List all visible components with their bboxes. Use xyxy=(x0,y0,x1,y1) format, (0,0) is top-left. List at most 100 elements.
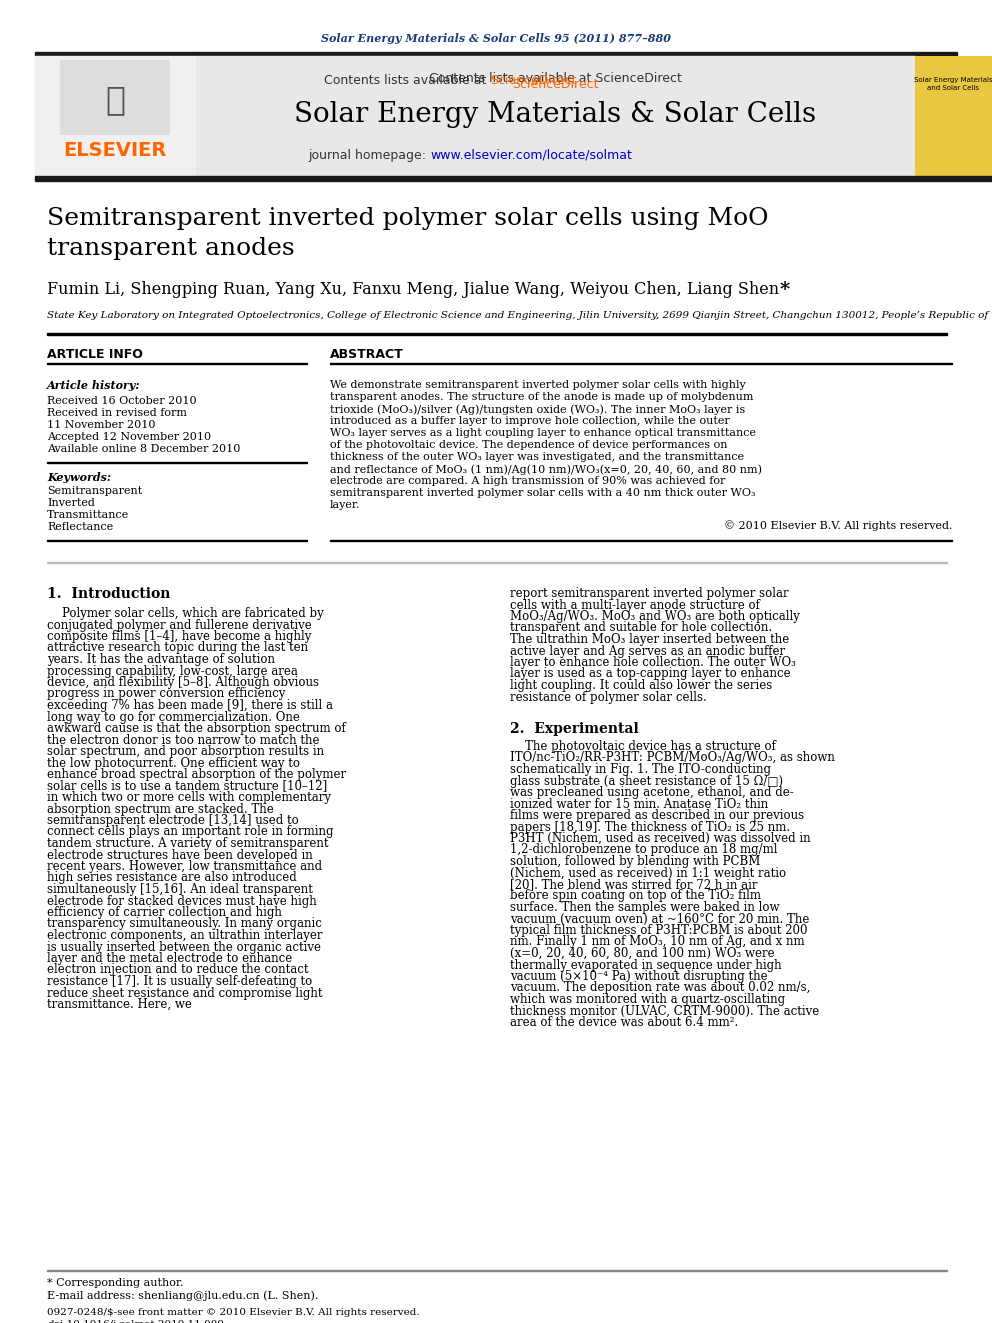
Text: Fumin Li, Shengping Ruan, Yang Xu, Fanxu Meng, Jialue Wang, Weiyou Chen, Liang S: Fumin Li, Shengping Ruan, Yang Xu, Fanxu… xyxy=(47,282,785,299)
Text: transparency simultaneously. In many organic: transparency simultaneously. In many org… xyxy=(47,917,321,930)
Text: in which two or more cells with complementary: in which two or more cells with compleme… xyxy=(47,791,331,804)
Text: We demonstrate semitransparent inverted polymer solar cells with highly: We demonstrate semitransparent inverted … xyxy=(330,380,746,390)
Text: resistance [17]. It is usually self-defeating to: resistance [17]. It is usually self-defe… xyxy=(47,975,312,988)
Text: Inverted: Inverted xyxy=(47,497,95,508)
Text: Polymer solar cells, which are fabricated by: Polymer solar cells, which are fabricate… xyxy=(47,607,323,620)
Text: Semitransparent: Semitransparent xyxy=(47,486,142,496)
Text: trioxide (MoO₃)/silver (Ag)/tungsten oxide (WO₃). The inner MoO₃ layer is: trioxide (MoO₃)/silver (Ag)/tungsten oxi… xyxy=(330,404,745,414)
Text: transparent anodes: transparent anodes xyxy=(47,237,295,259)
Text: exceeding 7% has been made [9], there is still a: exceeding 7% has been made [9], there is… xyxy=(47,699,333,712)
Text: schematically in Fig. 1. The ITO-conducting: schematically in Fig. 1. The ITO-conduct… xyxy=(510,763,771,777)
Text: The photovoltaic device has a structure of: The photovoltaic device has a structure … xyxy=(510,740,776,753)
Bar xyxy=(60,60,170,135)
Text: transparent anodes. The structure of the anode is made up of molybdenum: transparent anodes. The structure of the… xyxy=(330,392,754,402)
Text: © 2010 Elsevier B.V. All rights reserved.: © 2010 Elsevier B.V. All rights reserved… xyxy=(723,520,952,531)
Text: resistance of polymer solar cells.: resistance of polymer solar cells. xyxy=(510,691,706,704)
Text: solution, followed by blending with PCBM: solution, followed by blending with PCBM xyxy=(510,855,761,868)
Text: high series resistance are also introduced: high series resistance are also introduc… xyxy=(47,872,297,885)
Text: simultaneously [15,16]. An ideal transparent: simultaneously [15,16]. An ideal transpa… xyxy=(47,882,312,896)
Text: Contents lists available at: Contents lists available at xyxy=(323,74,490,86)
Text: layer.: layer. xyxy=(330,500,360,509)
Text: nm. Finally 1 nm of MoO₃, 10 nm of Ag, and x nm: nm. Finally 1 nm of MoO₃, 10 nm of Ag, a… xyxy=(510,935,805,949)
Text: Transmittance: Transmittance xyxy=(47,509,129,520)
Text: and reflectance of MoO₃ (1 nm)/Ag(10 nm)/WO₃(x=0, 20, 40, 60, and 80 nm): and reflectance of MoO₃ (1 nm)/Ag(10 nm)… xyxy=(330,464,762,475)
Text: recent years. However, low transmittance and: recent years. However, low transmittance… xyxy=(47,860,322,873)
Text: which was monitored with a quartz-oscillating: which was monitored with a quartz-oscill… xyxy=(510,994,785,1005)
Text: tandem structure. A variety of semitransparent: tandem structure. A variety of semitrans… xyxy=(47,837,328,849)
Text: Received in revised form: Received in revised form xyxy=(47,407,187,418)
Text: solar spectrum, and poor absorption results in: solar spectrum, and poor absorption resu… xyxy=(47,745,324,758)
Text: journal homepage:: journal homepage: xyxy=(308,148,430,161)
Bar xyxy=(35,56,195,176)
Text: ARTICLE INFO: ARTICLE INFO xyxy=(47,348,143,361)
Text: ionized water for 15 min. Anatase TiO₂ thin: ionized water for 15 min. Anatase TiO₂ t… xyxy=(510,798,768,811)
Text: State Key Laboratory on Integrated Optoelectronics, College of Electronic Scienc: State Key Laboratory on Integrated Optoe… xyxy=(47,311,992,319)
Text: transparent and suitable for hole collection.: transparent and suitable for hole collec… xyxy=(510,622,772,635)
Text: efficiency of carrier collection and high: efficiency of carrier collection and hig… xyxy=(47,906,282,919)
Text: is usually inserted between the organic active: is usually inserted between the organic … xyxy=(47,941,321,954)
Text: 0927-0248/$-see front matter © 2010 Elsevier B.V. All rights reserved.: 0927-0248/$-see front matter © 2010 Else… xyxy=(47,1308,420,1316)
Text: doi:10.1016/j.solmat.2010.11.009: doi:10.1016/j.solmat.2010.11.009 xyxy=(47,1320,224,1323)
Text: was precleaned using acetone, ethanol, and de-: was precleaned using acetone, ethanol, a… xyxy=(510,786,794,799)
Text: ABSTRACT: ABSTRACT xyxy=(330,348,404,361)
Text: Semitransparent inverted polymer solar cells using MoO: Semitransparent inverted polymer solar c… xyxy=(47,206,769,229)
Text: MoO₃/Ag/WO₃. MoO₃ and WO₃ are both optically: MoO₃/Ag/WO₃. MoO₃ and WO₃ are both optic… xyxy=(510,610,800,623)
Text: [20]. The blend was stirred for 72 h in air: [20]. The blend was stirred for 72 h in … xyxy=(510,878,758,890)
Text: www.elsevier.com/locate/solmat: www.elsevier.com/locate/solmat xyxy=(430,148,632,161)
Text: device, and flexibility [5–8]. Although obvious: device, and flexibility [5–8]. Although … xyxy=(47,676,319,689)
Text: cells with a multi-layer anode structure of: cells with a multi-layer anode structure… xyxy=(510,598,760,611)
Text: E-mail address: shenliang@jlu.edu.cn (L. Shen).: E-mail address: shenliang@jlu.edu.cn (L.… xyxy=(47,1290,318,1301)
Text: WO₃ layer serves as a light coupling layer to enhance optical transmittance: WO₃ layer serves as a light coupling lay… xyxy=(330,429,756,438)
Text: area of the device was about 6.4 mm².: area of the device was about 6.4 mm². xyxy=(510,1016,738,1029)
Text: surface. Then the samples were baked in low: surface. Then the samples were baked in … xyxy=(510,901,780,914)
Text: vacuum. The deposition rate was about 0.02 nm/s,: vacuum. The deposition rate was about 0.… xyxy=(510,982,810,995)
Text: thermally evaporated in sequence under high: thermally evaporated in sequence under h… xyxy=(510,958,782,971)
Text: 🌳: 🌳 xyxy=(105,83,125,116)
Text: long way to go for commercialization. One: long way to go for commercialization. On… xyxy=(47,710,300,724)
Bar xyxy=(35,52,957,56)
Text: awkward cause is that the absorption spectrum of: awkward cause is that the absorption spe… xyxy=(47,722,346,736)
Text: attractive research topic during the last ten: attractive research topic during the las… xyxy=(47,642,309,655)
Text: composite films [1–4], have become a highly: composite films [1–4], have become a hig… xyxy=(47,630,311,643)
Text: and Solar Cells: and Solar Cells xyxy=(927,85,979,91)
Text: thickness monitor (ULVAC, CRTM-9000). The active: thickness monitor (ULVAC, CRTM-9000). Th… xyxy=(510,1004,819,1017)
Text: active layer and Ag serves as an anodic buffer: active layer and Ag serves as an anodic … xyxy=(510,644,785,658)
Text: electronic components, an ultrathin interlayer: electronic components, an ultrathin inte… xyxy=(47,929,322,942)
Text: semitransparent inverted polymer solar cells with a 40 nm thick outer WO₃: semitransparent inverted polymer solar c… xyxy=(330,488,756,497)
Text: Contents lists available at ScienceDirect: Contents lists available at ScienceDirec… xyxy=(429,71,682,85)
Text: Solar Energy Materials & Solar Cells 95 (2011) 877–880: Solar Energy Materials & Solar Cells 95 … xyxy=(321,33,671,44)
Text: reduce sheet resistance and compromise light: reduce sheet resistance and compromise l… xyxy=(47,987,322,999)
Text: layer and the metal electrode to enhance: layer and the metal electrode to enhance xyxy=(47,953,293,964)
Text: Accepted 12 November 2010: Accepted 12 November 2010 xyxy=(47,433,211,442)
Text: thickness of the outer WO₃ layer was investigated, and the transmittance: thickness of the outer WO₃ layer was inv… xyxy=(330,452,744,462)
Text: ITO/nc-TiO₂/RR-P3HT: PCBM/MoO₃/Ag/WO₃, as shown: ITO/nc-TiO₂/RR-P3HT: PCBM/MoO₃/Ag/WO₃, a… xyxy=(510,751,835,765)
Text: Solar Energy Materials & Solar Cells: Solar Energy Materials & Solar Cells xyxy=(294,102,816,128)
Text: ELSEVIER: ELSEVIER xyxy=(63,140,167,160)
Text: layer to enhance hole collection. The outer WO₃: layer to enhance hole collection. The ou… xyxy=(510,656,796,669)
Text: typical film thickness of P3HT:PCBM is about 200: typical film thickness of P3HT:PCBM is a… xyxy=(510,923,807,937)
Text: light coupling. It could also lower the series: light coupling. It could also lower the … xyxy=(510,679,772,692)
Text: The ultrathin MoO₃ layer inserted between the: The ultrathin MoO₃ layer inserted betwee… xyxy=(510,632,790,646)
Text: electrode are compared. A high transmission of 90% was achieved for: electrode are compared. A high transmiss… xyxy=(330,476,725,486)
Text: before spin coating on top of the TiO₂ film: before spin coating on top of the TiO₂ f… xyxy=(510,889,761,902)
Text: 1.  Introduction: 1. Introduction xyxy=(47,587,171,601)
Text: 2.  Experimental: 2. Experimental xyxy=(510,722,639,736)
Bar xyxy=(915,56,992,176)
Text: semitransparent electrode [13,14] used to: semitransparent electrode [13,14] used t… xyxy=(47,814,299,827)
Text: Received 16 October 2010: Received 16 October 2010 xyxy=(47,396,196,406)
Text: conjugated polymer and fullerene derivative: conjugated polymer and fullerene derivat… xyxy=(47,618,311,631)
Text: processing capability, low-cost, large area: processing capability, low-cost, large a… xyxy=(47,664,298,677)
Text: (Nichem, used as received) in 1:1 weight ratio: (Nichem, used as received) in 1:1 weight… xyxy=(510,867,786,880)
Text: vacuum (vacuum oven) at ~160°C for 20 min. The: vacuum (vacuum oven) at ~160°C for 20 mi… xyxy=(510,913,809,926)
Text: Available online 8 December 2010: Available online 8 December 2010 xyxy=(47,445,240,454)
Text: ScienceDirect: ScienceDirect xyxy=(490,74,576,86)
Text: papers [18,19]. The thickness of TiO₂ is 25 nm.: papers [18,19]. The thickness of TiO₂ is… xyxy=(510,820,790,833)
Text: ScienceDirect: ScienceDirect xyxy=(512,78,598,90)
Text: electron injection and to reduce the contact: electron injection and to reduce the con… xyxy=(47,963,309,976)
Text: years. It has the advantage of solution: years. It has the advantage of solution xyxy=(47,654,275,665)
Text: electrode structures have been developed in: electrode structures have been developed… xyxy=(47,848,312,861)
Text: Article history:: Article history: xyxy=(47,380,141,392)
Text: 11 November 2010: 11 November 2010 xyxy=(47,419,156,430)
Text: layer is used as a top-capping layer to enhance: layer is used as a top-capping layer to … xyxy=(510,668,791,680)
Text: Solar Energy Materials: Solar Energy Materials xyxy=(914,77,992,83)
